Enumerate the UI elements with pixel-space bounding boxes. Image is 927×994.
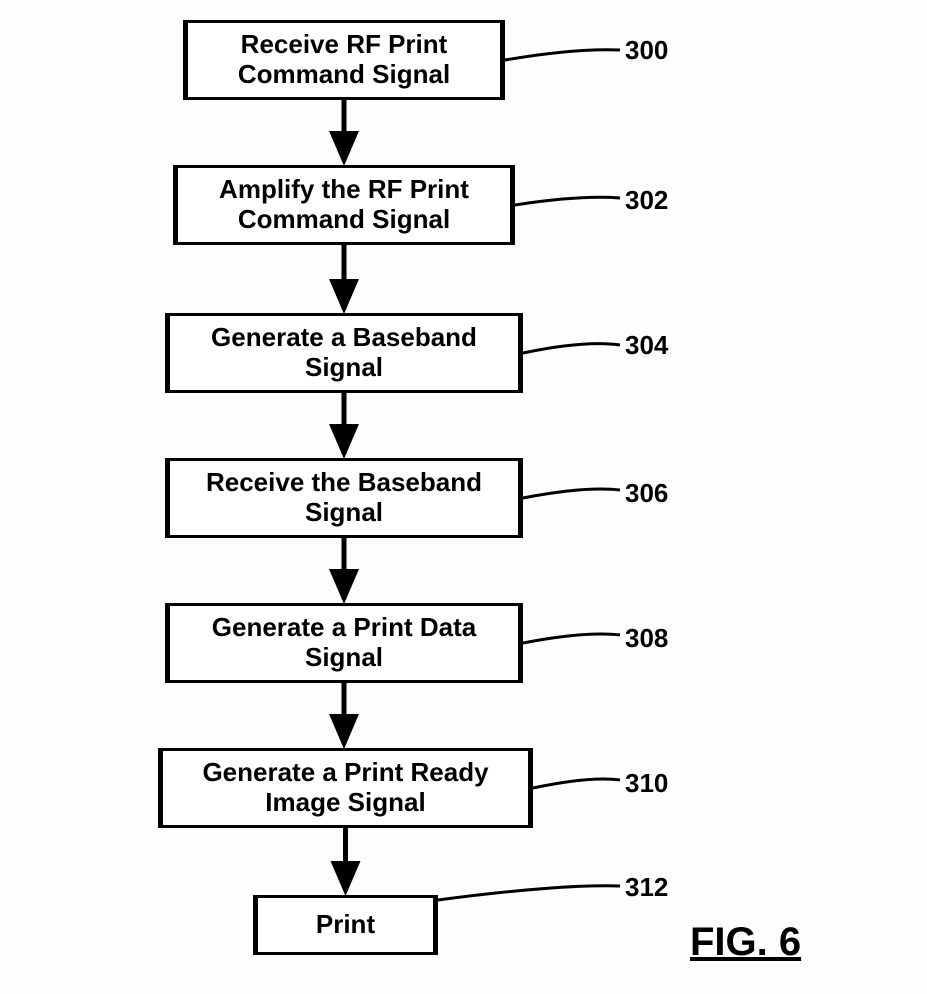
ref-label-310: 310 xyxy=(625,768,668,799)
flow-node-n308: Generate a Print Data Signal xyxy=(165,603,523,683)
flow-node-n300: Receive RF Print Command Signal xyxy=(183,20,505,100)
flow-node-n312: Print xyxy=(253,895,438,955)
ref-label-308: 308 xyxy=(625,623,668,654)
flow-node-label: Receive RF Print Command Signal xyxy=(238,30,450,90)
flow-node-n310: Generate a Print Ready Image Signal xyxy=(158,748,533,828)
ref-label-306: 306 xyxy=(625,478,668,509)
ref-label-300: 300 xyxy=(625,35,668,66)
flow-node-n302: Amplify the RF Print Command Signal xyxy=(173,165,515,245)
flow-node-n304: Generate a Baseband Signal xyxy=(165,313,523,393)
ref-label-312: 312 xyxy=(625,872,668,903)
figure-label: FIG. 6 xyxy=(690,920,801,965)
ref-label-302: 302 xyxy=(625,185,668,216)
flow-node-label: Generate a Print Ready Image Signal xyxy=(202,758,488,818)
flow-node-n306: Receive the Baseband Signal xyxy=(165,458,523,538)
flow-node-label: Receive the Baseband Signal xyxy=(206,468,482,528)
flow-node-label: Generate a Baseband Signal xyxy=(211,323,477,383)
flow-node-label: Generate a Print Data Signal xyxy=(212,613,476,673)
flow-node-label: Print xyxy=(316,910,375,940)
flow-node-label: Amplify the RF Print Command Signal xyxy=(219,175,469,235)
ref-label-304: 304 xyxy=(625,330,668,361)
